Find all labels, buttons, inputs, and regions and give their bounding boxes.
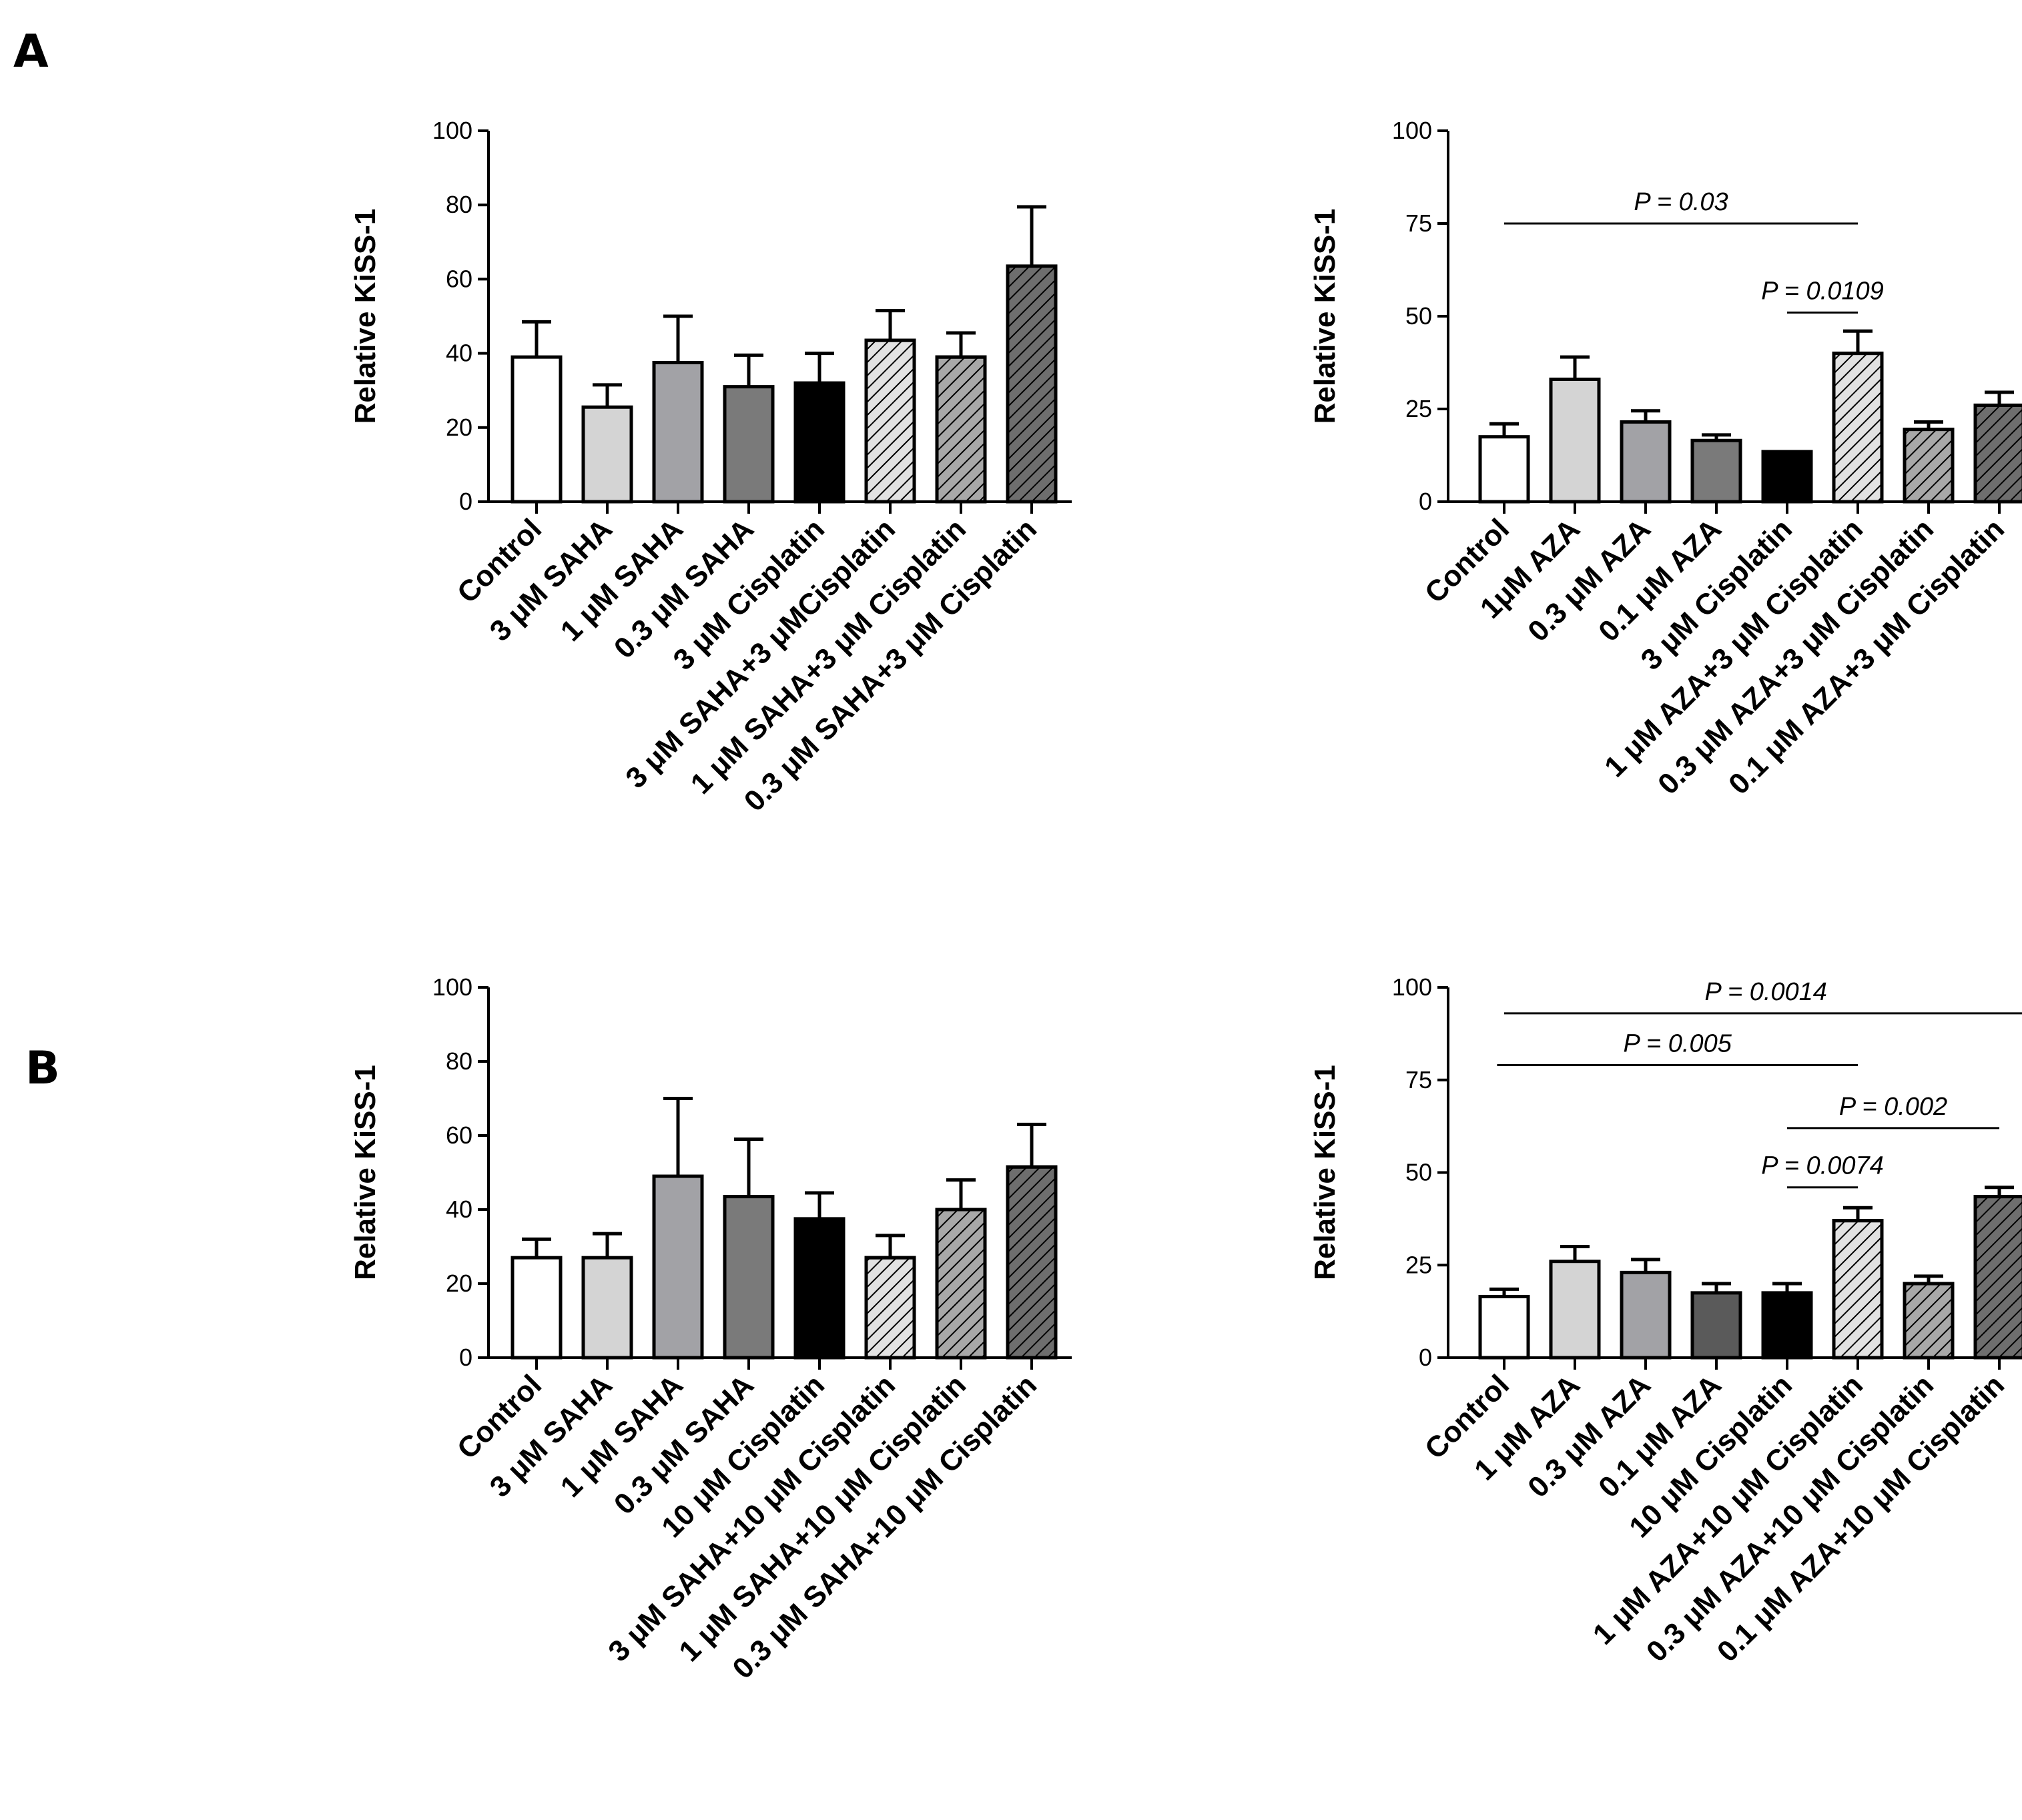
bar xyxy=(511,355,563,504)
bar-hatch xyxy=(864,338,916,504)
y-tick-label: 20 xyxy=(446,414,472,441)
bar xyxy=(1478,1294,1530,1360)
y-tick-label: 100 xyxy=(1392,973,1432,1001)
bar xyxy=(1761,1291,1813,1360)
significance-label: P = 0.03 xyxy=(1634,188,1728,216)
bar-hatch xyxy=(1973,1195,2022,1360)
bar xyxy=(652,361,704,504)
bar-hatch xyxy=(1973,403,2022,504)
y-tick-label: 60 xyxy=(446,265,472,292)
y-tick-label: 100 xyxy=(1392,117,1432,144)
y-tick-label: 80 xyxy=(446,1047,472,1075)
bar-hatch xyxy=(935,1208,987,1360)
y-tick-label: 25 xyxy=(1405,1251,1432,1278)
bar-hatch xyxy=(1832,1219,1884,1360)
bar xyxy=(511,1256,563,1360)
bar-hatch xyxy=(935,355,987,504)
y-axis-label: Relative KiSS-1 xyxy=(349,209,382,424)
y-tick-label: 50 xyxy=(1405,1159,1432,1186)
significance-label: P = 0.005 xyxy=(1624,1030,1732,1058)
bar xyxy=(581,405,633,504)
y-tick-label: 25 xyxy=(1405,395,1432,422)
bar xyxy=(1549,378,1601,504)
y-axis-label: Relative KiSS-1 xyxy=(1309,1065,1341,1280)
bar xyxy=(1620,420,1672,504)
bar-hatch xyxy=(1006,1165,1058,1360)
y-tick-label: 0 xyxy=(1419,1344,1432,1371)
bar xyxy=(793,381,846,504)
y-tick-label: 50 xyxy=(1405,302,1432,330)
bar-hatch xyxy=(1903,428,1955,504)
y-tick-label: 0 xyxy=(459,488,472,515)
significance-label: P = 0.0109 xyxy=(1761,277,1883,305)
bar-hatch xyxy=(1903,1282,1955,1360)
y-axis-label: Relative KiSS-1 xyxy=(349,1065,382,1280)
bar xyxy=(723,385,775,504)
bar xyxy=(581,1256,633,1360)
y-tick-label: 80 xyxy=(446,191,472,218)
y-axis-label: Relative KiSS-1 xyxy=(1309,209,1341,424)
bar xyxy=(1549,1260,1601,1360)
bar-hatch xyxy=(1006,264,1058,504)
y-tick-label: 75 xyxy=(1405,1066,1432,1093)
y-tick-label: 0 xyxy=(459,1344,472,1371)
y-tick-label: 40 xyxy=(446,1196,472,1223)
panel-letter-a: A xyxy=(13,25,49,78)
bar xyxy=(1478,435,1530,504)
y-tick-label: 60 xyxy=(446,1121,472,1149)
y-tick-label: 100 xyxy=(432,973,472,1001)
y-tick-label: 100 xyxy=(432,117,472,144)
bar xyxy=(723,1195,775,1360)
y-tick-label: 40 xyxy=(446,340,472,367)
significance-label: P = 0.002 xyxy=(1839,1093,1947,1121)
bar-hatch xyxy=(864,1256,916,1360)
significance-label: P = 0.0074 xyxy=(1761,1152,1883,1180)
y-tick-label: 20 xyxy=(446,1270,472,1297)
bar xyxy=(1620,1270,1672,1360)
significance-label: P = 0.0014 xyxy=(1704,978,1826,1006)
bar-hatch xyxy=(1832,352,1884,504)
bar xyxy=(1690,1291,1742,1360)
y-tick-label: 75 xyxy=(1405,209,1432,237)
bar xyxy=(1690,438,1742,504)
bar xyxy=(652,1174,704,1360)
panel-letter-b: B xyxy=(25,1042,60,1095)
y-tick-label: 0 xyxy=(1419,488,1432,515)
bar xyxy=(1761,450,1813,504)
bar xyxy=(793,1217,846,1360)
